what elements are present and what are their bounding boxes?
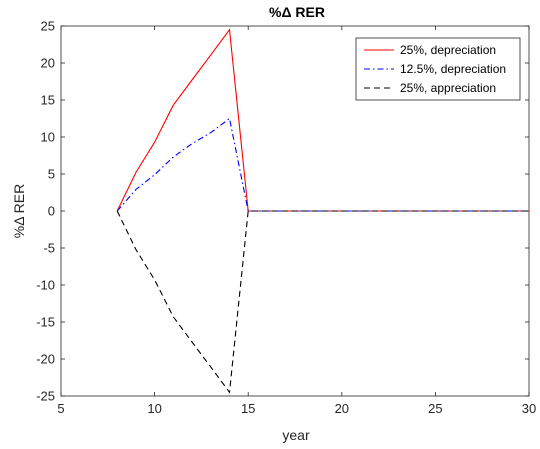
y-tick-label: 25 [41, 19, 55, 34]
x-tick-label: 15 [241, 401, 255, 416]
legend: 25%, depreciation 12.5%, depreciation 25%,… [355, 37, 521, 101]
y-tick-label: -15 [36, 315, 55, 330]
x-axis-label: year [282, 427, 310, 443]
y-tick-label: 20 [41, 56, 55, 71]
x-tick-label: 30 [522, 401, 536, 416]
y-tick-label: -10 [36, 278, 55, 293]
x-tick-label: 10 [147, 401, 161, 416]
y-tick-label: 5 [48, 167, 55, 182]
y-axis: -25 -20 -15 -10 -5 0 5 10 15 20 25 [36, 19, 529, 404]
x-tick-label: 5 [57, 401, 64, 416]
legend-label-1: 25%, depreciation [400, 43, 496, 57]
x-tick-label: 25 [428, 401, 442, 416]
series-line-2 [116, 117, 529, 212]
y-tick-label: 0 [48, 204, 55, 219]
x-axis: 5 10 15 20 25 30 [57, 26, 536, 416]
y-tick-label: -25 [36, 389, 55, 404]
y-tick-label: 10 [41, 130, 55, 145]
y-axis-label: %Δ RER [11, 184, 27, 238]
x-tick-label: 20 [335, 401, 349, 416]
chart-title: %Δ RER [269, 4, 325, 20]
legend-label-3: 25%, appreciation [400, 81, 496, 95]
y-tick-label: -5 [43, 241, 55, 256]
y-tick-label: 15 [41, 93, 55, 108]
series-line-3 [116, 210, 529, 394]
y-tick-label: -20 [36, 352, 55, 367]
series-layer [116, 28, 529, 394]
legend-label-2: 12.5%, depreciation [400, 62, 506, 76]
